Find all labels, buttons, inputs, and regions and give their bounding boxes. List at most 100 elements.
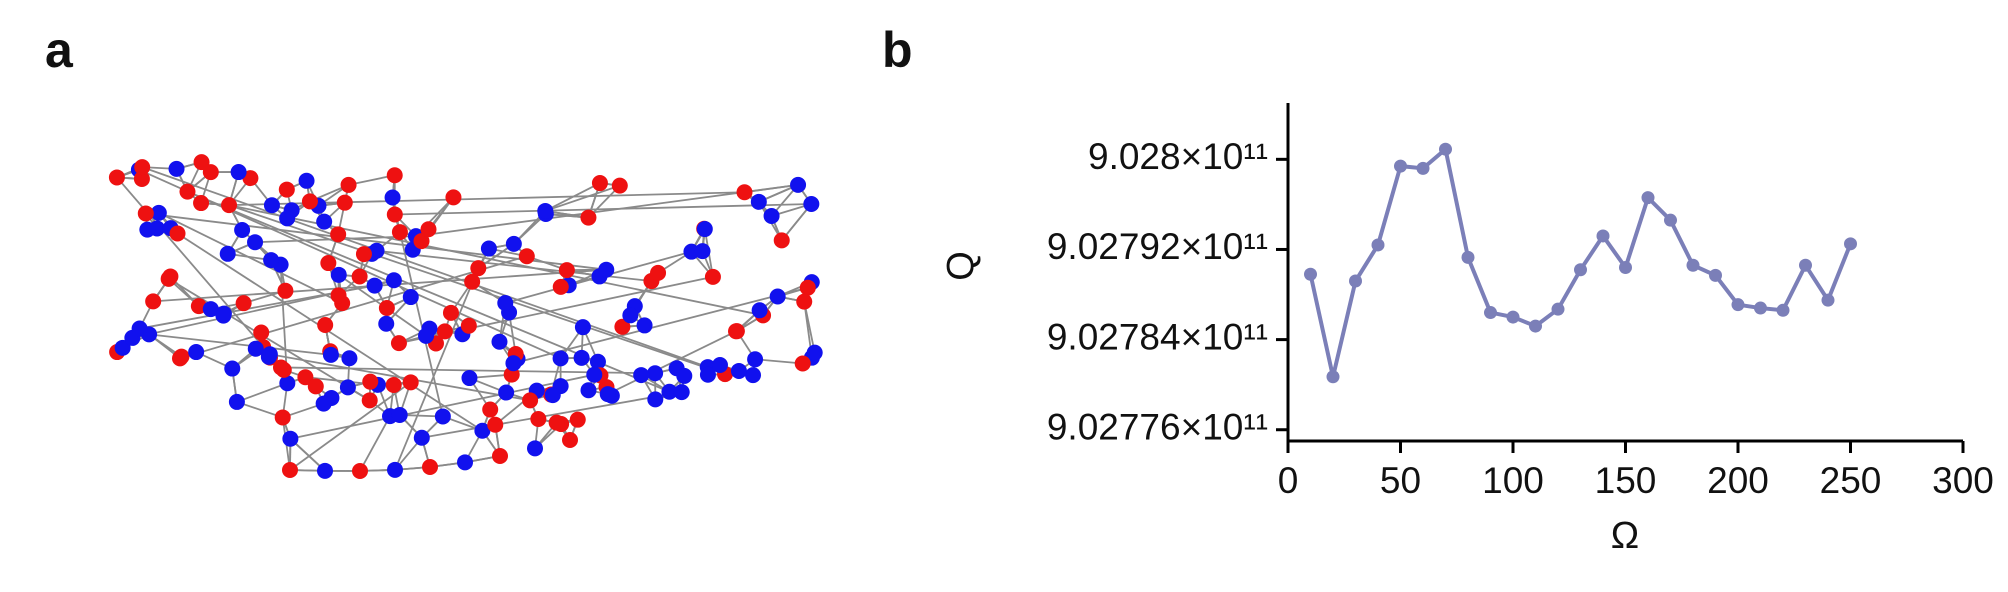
network-node (434, 408, 451, 425)
network-edge (289, 381, 412, 471)
network-node (614, 318, 631, 335)
marker (1484, 306, 1497, 320)
marker (1416, 161, 1430, 175)
network-node (558, 262, 575, 279)
network-node (386, 206, 403, 223)
network-node (301, 193, 318, 210)
network-node (242, 170, 259, 187)
panel-label: a (45, 22, 74, 78)
marker (1349, 274, 1362, 288)
network-node (562, 432, 578, 448)
marker (1506, 310, 1520, 324)
marker (1551, 302, 1565, 316)
network-node (482, 401, 499, 418)
network-node (378, 299, 395, 316)
network-node (661, 383, 678, 400)
network-node (518, 248, 535, 265)
network-node (736, 184, 753, 201)
marker (1619, 260, 1632, 274)
network-node (573, 349, 590, 366)
network-node (711, 357, 728, 374)
network-node (298, 172, 315, 189)
network-edge (132, 279, 395, 339)
x-tick-label: 50 (1380, 460, 1421, 501)
network-edge (359, 415, 391, 472)
marker (1394, 159, 1407, 173)
network-node (422, 459, 438, 475)
network-node (277, 282, 294, 299)
network-node (307, 378, 324, 395)
network-node (552, 350, 569, 367)
network-node (391, 224, 408, 241)
network-node (322, 346, 339, 363)
panel-label: b (882, 22, 913, 78)
network-node (505, 355, 522, 372)
network-node (599, 386, 616, 403)
y-tick-label: 9.028×10¹¹ (1088, 136, 1268, 177)
network-edge (177, 232, 483, 432)
y-tick-label: 9.02792×10¹¹ (1047, 226, 1268, 267)
network-node (224, 360, 241, 377)
network-node (355, 246, 372, 263)
network-node (340, 176, 357, 193)
network-node (418, 327, 435, 344)
marker (1754, 301, 1767, 315)
network-node (330, 226, 347, 243)
network-node (442, 304, 459, 321)
network-node (636, 317, 653, 334)
network-node (315, 395, 332, 412)
network-edge (141, 166, 709, 368)
network-node (806, 344, 823, 361)
network-node (436, 323, 453, 340)
marker (1821, 293, 1835, 307)
marker (1304, 267, 1317, 281)
network-node (202, 301, 219, 318)
network-node (522, 392, 539, 409)
network-node (580, 209, 597, 226)
marker (1709, 268, 1722, 282)
network-node (171, 350, 188, 367)
network-edge (236, 382, 288, 403)
network-node (339, 379, 356, 396)
network-node (769, 288, 786, 305)
network-node (221, 197, 238, 214)
network-edge (803, 301, 816, 353)
network-node (589, 353, 606, 370)
network-node (497, 295, 514, 312)
network-node (215, 307, 232, 324)
network-edge (236, 401, 284, 419)
network-node (696, 221, 713, 238)
network-node (179, 183, 196, 200)
network-node (228, 393, 245, 410)
network-node (699, 366, 716, 383)
network-node (402, 289, 419, 306)
network-node (263, 197, 280, 214)
network-node (552, 278, 569, 295)
network-node (188, 344, 205, 361)
network-node (763, 207, 780, 224)
network-node (274, 409, 291, 426)
network-node (402, 374, 419, 391)
y-axis-label: Q (940, 251, 982, 281)
x-tick-label: 150 (1595, 460, 1657, 501)
network-node (492, 447, 508, 464)
network-node (378, 315, 395, 332)
marker (1529, 319, 1542, 333)
network-node (330, 266, 347, 283)
network-node (530, 410, 547, 427)
marker (1371, 238, 1385, 252)
network-node (751, 302, 768, 319)
network-node (219, 245, 236, 262)
network-node (134, 159, 151, 176)
network-node (611, 177, 628, 194)
network-node (282, 430, 299, 447)
network-node (336, 194, 353, 211)
network-node (234, 221, 251, 238)
network-node (580, 382, 597, 399)
x-tick-label: 300 (1932, 460, 1994, 501)
network-node (168, 160, 185, 177)
x-tick-label: 0 (1278, 460, 1299, 501)
network-node (145, 293, 162, 310)
network-node (586, 366, 603, 383)
